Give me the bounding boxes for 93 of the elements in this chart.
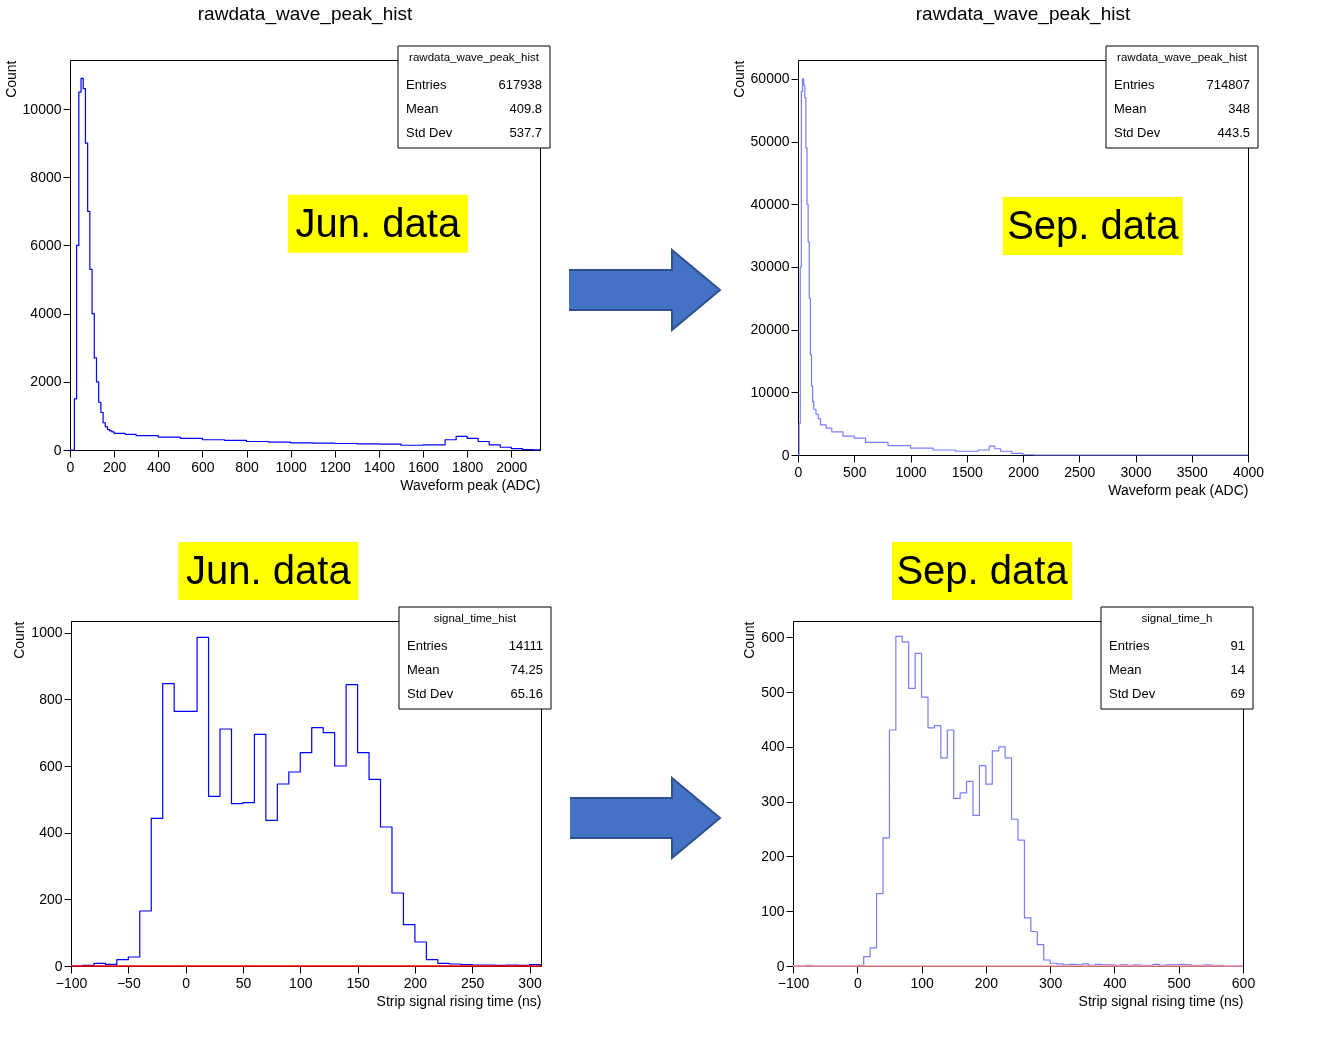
y-tick-label: 400 bbox=[761, 738, 785, 755]
y-tick-label: 500 bbox=[761, 683, 785, 700]
text: Entries 714807 bbox=[1114, 77, 1250, 92]
x-tick-label: 250 bbox=[461, 974, 485, 991]
x-tick-label: 600 bbox=[1231, 974, 1256, 991]
x-tick-label: 500 bbox=[843, 463, 867, 480]
x-tick-label: 1500 bbox=[951, 463, 984, 480]
y-tick-label: 0 bbox=[53, 441, 62, 458]
x-tick-label: 150 bbox=[346, 974, 370, 991]
y-tick-label: 800 bbox=[39, 690, 63, 707]
x-tick-label: 1800 bbox=[452, 458, 484, 475]
y-axis-title: Count bbox=[2, 60, 19, 98]
x-axis-title: Strip signal rising time (ns) bbox=[1078, 992, 1244, 1009]
x-tick-label: 0 bbox=[853, 974, 862, 991]
x-tick-label: 2000 bbox=[496, 458, 528, 475]
y-tick-label: 1000 bbox=[31, 624, 63, 641]
y-tick-label: 20000 bbox=[750, 321, 790, 338]
y-tick-label: 6000 bbox=[30, 236, 62, 253]
x-tick-label: 0 bbox=[66, 458, 75, 475]
text: Sep. data bbox=[896, 548, 1069, 592]
y-tick-label: 400 bbox=[39, 824, 63, 841]
x-tick-label: 50 bbox=[235, 974, 252, 991]
x-axis-title: Strip signal rising time (ns) bbox=[376, 992, 542, 1009]
text: Mean 348 bbox=[1114, 101, 1250, 116]
y-tick-label: 50000 bbox=[750, 133, 790, 150]
chart-title: rawdata_wave_peak_hist bbox=[915, 2, 1131, 25]
text: Std Dev 443.5 bbox=[1114, 125, 1250, 140]
y-axis-title: Count bbox=[730, 60, 747, 98]
x-axis-title: Waveform peak (ADC) bbox=[400, 476, 541, 493]
x-tick-label: −100 bbox=[777, 974, 810, 991]
y-axis-title: Count bbox=[11, 621, 28, 659]
annotation: signal_time_h bbox=[1141, 612, 1213, 624]
y-tick-label: 8000 bbox=[30, 168, 62, 185]
text: Entries 91 bbox=[1109, 638, 1245, 653]
y-tick-label: 60000 bbox=[750, 70, 790, 87]
x-tick-label: 3000 bbox=[1120, 463, 1152, 480]
x-tick-label: 800 bbox=[235, 458, 259, 475]
annotation: Sep. data bbox=[1007, 202, 1180, 247]
text: Mean 409.8 bbox=[406, 101, 542, 116]
text: Jun. data bbox=[186, 548, 352, 592]
text: Entries 14111 bbox=[407, 638, 543, 653]
x-tick-label: 500 bbox=[1167, 974, 1192, 991]
annotation: Jun. data bbox=[295, 200, 461, 245]
x-tick-label: 2500 bbox=[1064, 463, 1096, 480]
x-tick-label: 1400 bbox=[363, 458, 396, 475]
y-tick-label: 300 bbox=[761, 793, 785, 810]
x-tick-label: 200 bbox=[102, 458, 127, 475]
x-tick-label: 1200 bbox=[319, 458, 352, 475]
annotation: rawdata_wave_peak_hist bbox=[409, 51, 540, 63]
x-tick-label: 2000 bbox=[1007, 463, 1040, 480]
x-tick-label: 300 bbox=[1038, 974, 1063, 991]
x-tick-label: 200 bbox=[974, 974, 999, 991]
annotation: signal_time_hist bbox=[433, 612, 518, 624]
x-tick-label: 100 bbox=[910, 974, 934, 991]
x-tick-label: 0 bbox=[794, 463, 803, 480]
text: Entries 617938 bbox=[406, 77, 542, 92]
y-tick-label: 600 bbox=[761, 628, 785, 645]
y-tick-label: 0 bbox=[54, 957, 63, 974]
x-axis-title: Waveform peak (ADC) bbox=[1108, 481, 1249, 498]
x-tick-label: 400 bbox=[147, 458, 171, 475]
y-tick-label: 2000 bbox=[30, 373, 62, 390]
x-tick-label: 1000 bbox=[895, 463, 927, 480]
x-tick-label: 300 bbox=[518, 974, 542, 991]
x-tick-label: 0 bbox=[182, 974, 191, 991]
x-tick-label: 400 bbox=[1103, 974, 1127, 991]
text: Std Dev 69 bbox=[1109, 686, 1245, 701]
x-tick-label: 200 bbox=[403, 974, 428, 991]
x-tick-label: 600 bbox=[191, 458, 215, 475]
y-tick-label: 0 bbox=[781, 446, 790, 463]
x-tick-label: 1000 bbox=[275, 458, 307, 475]
y-tick-label: 600 bbox=[39, 757, 63, 774]
y-tick-label: 30000 bbox=[750, 258, 790, 275]
y-tick-label: 0 bbox=[776, 957, 785, 974]
y-tick-label: 10000 bbox=[22, 100, 62, 117]
y-tick-label: 40000 bbox=[750, 195, 790, 212]
annotation: rawdata_wave_peak_hist bbox=[1117, 51, 1248, 63]
y-tick-label: 4000 bbox=[30, 305, 62, 322]
y-tick-label: 200 bbox=[39, 890, 63, 907]
chart-title: rawdata_wave_peak_hist bbox=[197, 2, 413, 25]
x-tick-label: 3500 bbox=[1176, 463, 1209, 480]
text: Std Dev 537.7 bbox=[406, 125, 542, 140]
x-tick-label: −100 bbox=[55, 974, 88, 991]
text: Mean 14 bbox=[1109, 662, 1245, 677]
text: Std Dev 65.16 bbox=[407, 686, 543, 701]
x-tick-label: −50 bbox=[116, 974, 141, 991]
y-tick-label: 10000 bbox=[750, 383, 790, 400]
x-tick-label: 100 bbox=[289, 974, 313, 991]
y-tick-label: 100 bbox=[761, 902, 785, 919]
text: Mean 74.25 bbox=[407, 662, 543, 677]
y-tick-label: 200 bbox=[761, 847, 785, 864]
y-axis-title: Count bbox=[741, 621, 758, 659]
x-tick-label: 4000 bbox=[1232, 463, 1265, 480]
x-tick-label: 1600 bbox=[407, 458, 440, 475]
